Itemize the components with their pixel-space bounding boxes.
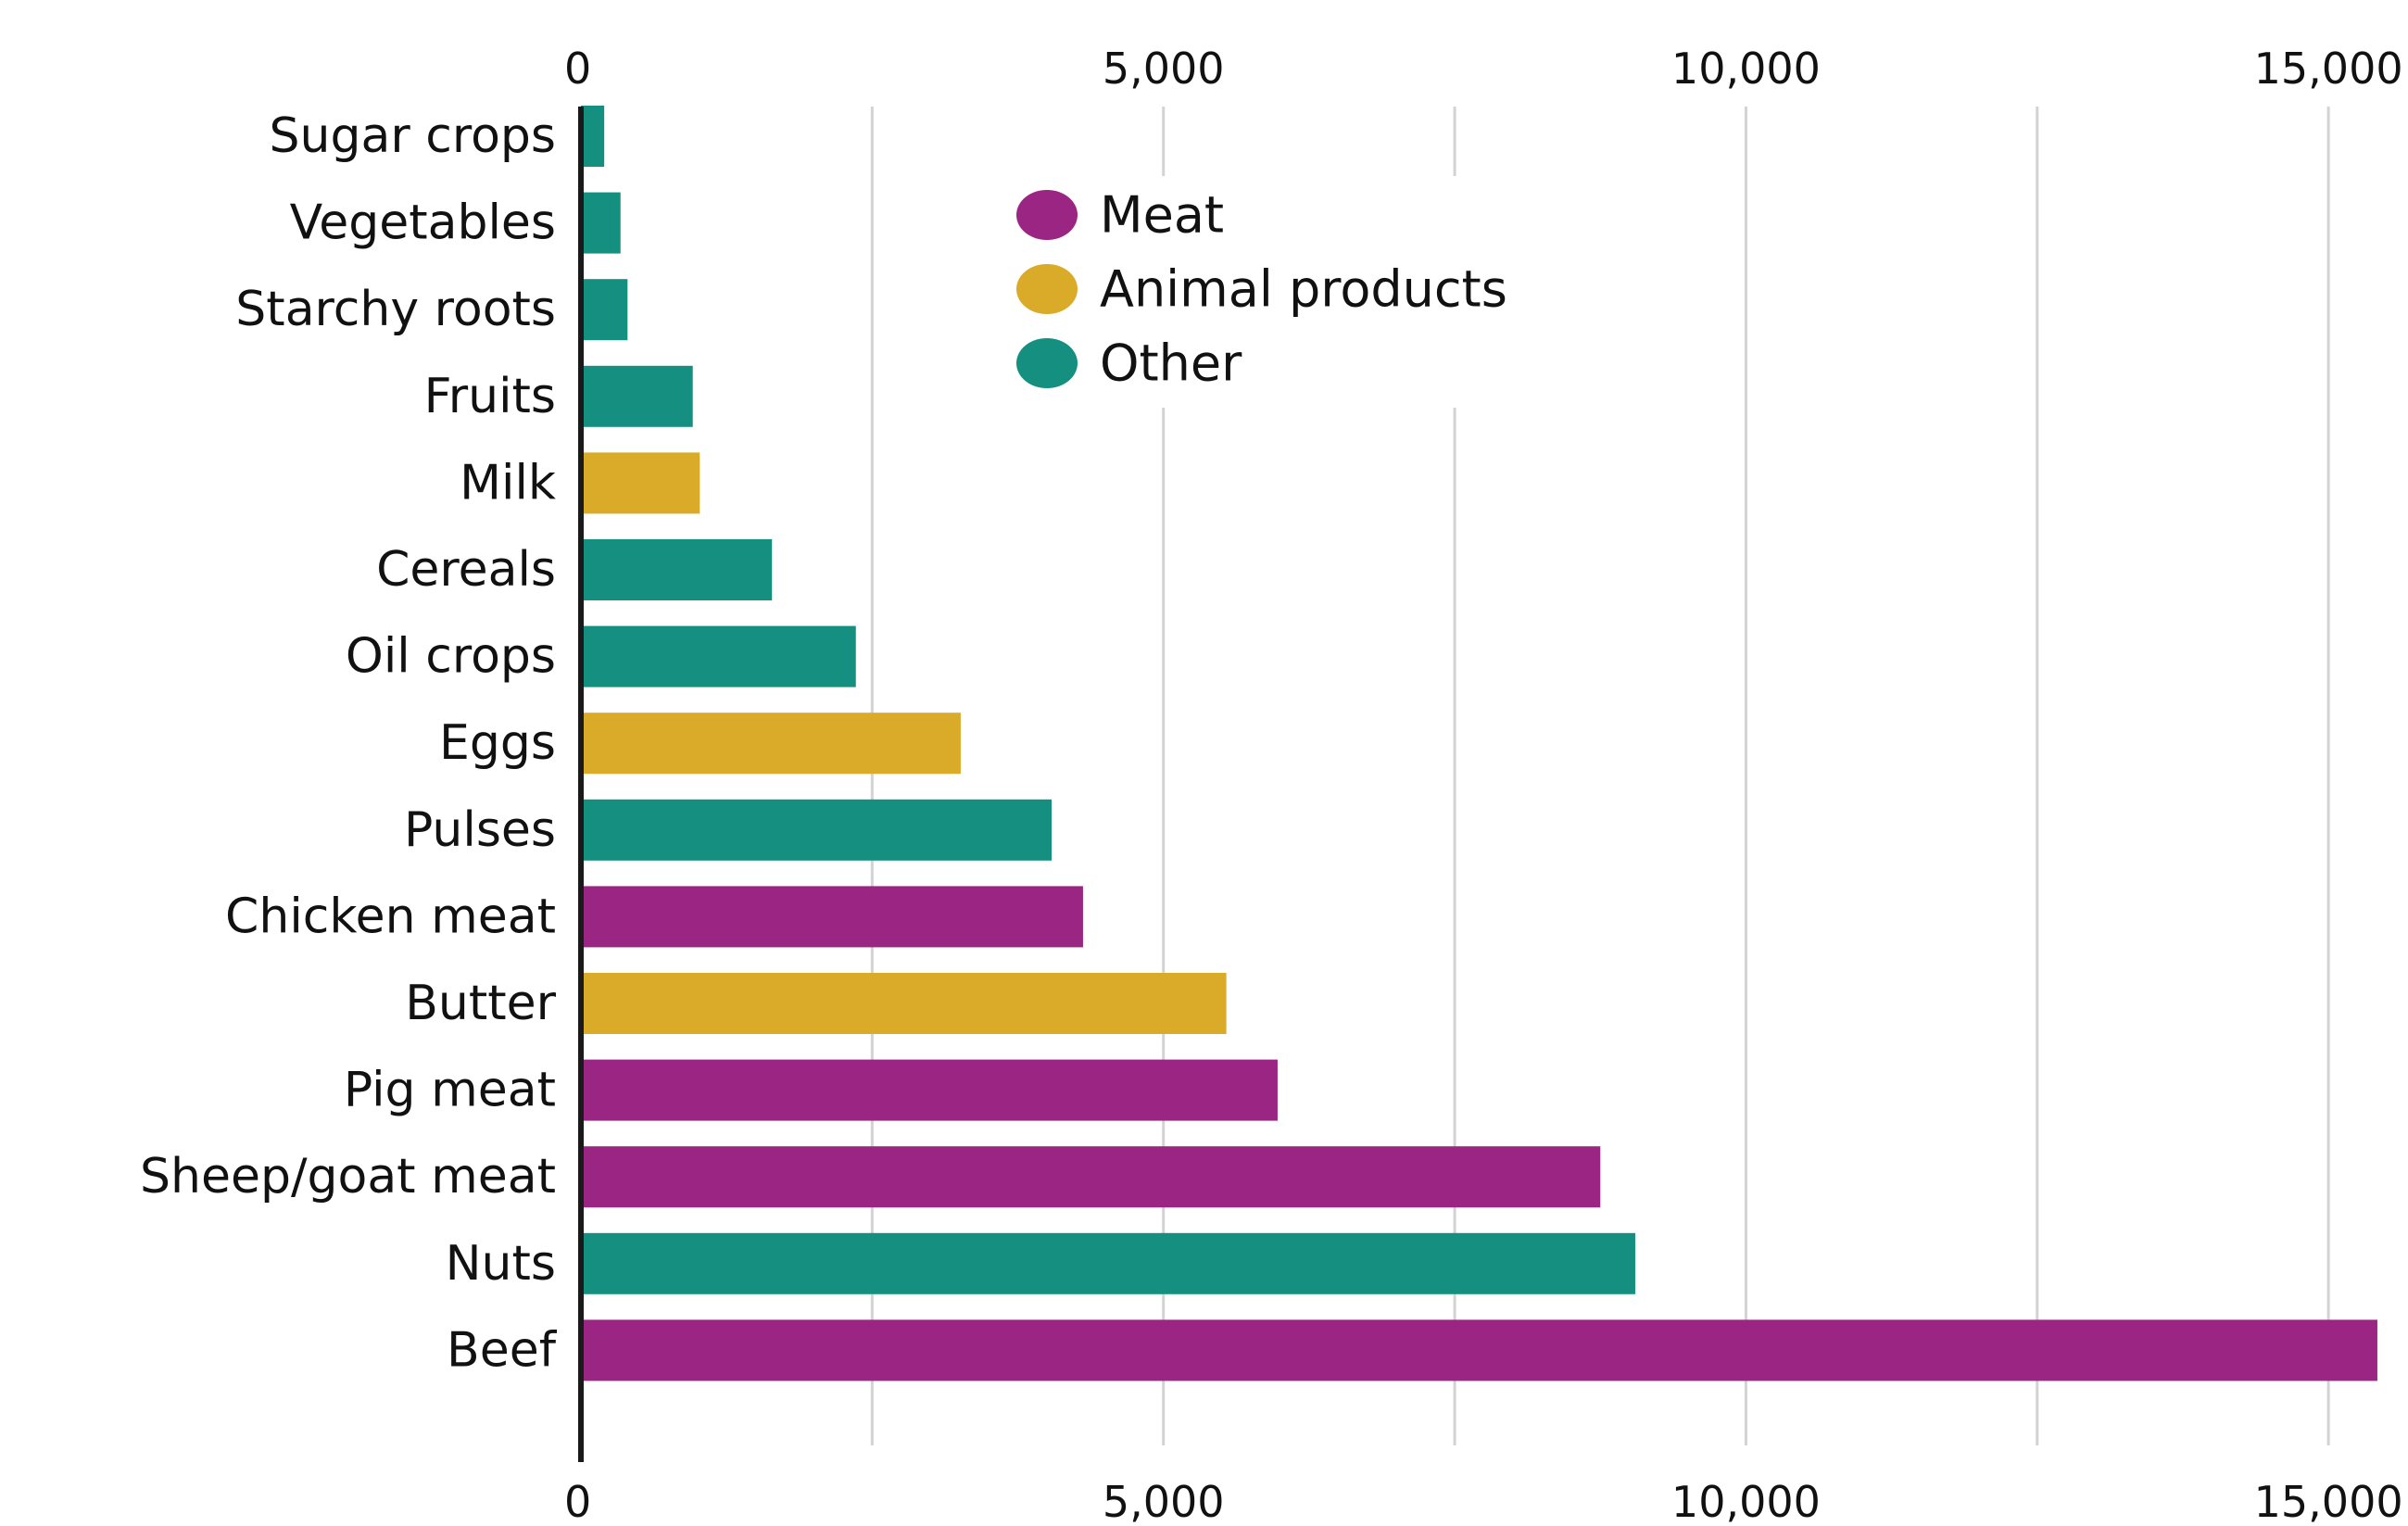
x-axis-bottom-tick-labels: 0 5,000 10,000 15,000 (564, 1477, 2403, 1526)
x-axis-top-tick-labels: 0 5,000 10,000 15,000 (564, 44, 2403, 94)
x-tick-label-bottom: 5,000 (1103, 1477, 1225, 1526)
legend-label-animal-products: Animal products (1100, 260, 1507, 319)
x-tick-label-bottom: 15,000 (2254, 1477, 2403, 1526)
bar-fruits (581, 365, 693, 427)
category-label-fruits: Fruits (424, 369, 556, 424)
category-label-butter: Butter (405, 976, 556, 1031)
legend: Meat Animal products Other (982, 176, 1575, 408)
category-label-vegetables: Vegetables (290, 195, 556, 251)
bar-butter (581, 973, 1227, 1034)
legend-label-other: Other (1100, 334, 1242, 393)
category-label-sugar-crops: Sugar crops (270, 108, 557, 164)
bar-pig-meat (581, 1059, 1278, 1121)
legend-marker-other (1016, 338, 1078, 388)
bar-starchy-roots (581, 279, 628, 341)
bar-milk (581, 452, 700, 514)
bar-vegetables (581, 192, 621, 254)
category-label-eggs: Eggs (439, 715, 556, 771)
bar-sugar-crops (581, 106, 605, 167)
category-label-beef: Beef (447, 1322, 558, 1378)
x-tick-label-top: 0 (564, 44, 591, 94)
category-labels: Sugar crops Vegetables Starchy roots Fruits… (140, 108, 558, 1378)
x-tick-label-top: 10,000 (1671, 44, 1821, 94)
bars (581, 106, 2377, 1381)
bar-sheep-goat-meat (581, 1146, 1601, 1208)
category-label-pulses: Pulses (404, 802, 556, 858)
category-label-milk: Milk (460, 455, 556, 511)
bar-chicken-meat (581, 886, 1083, 948)
category-label-sheep-goat-meat: Sheep/goat meat (140, 1149, 556, 1204)
category-label-oil-crops: Oil crops (346, 629, 556, 685)
x-tick-label-bottom: 0 (564, 1477, 591, 1526)
bar-eggs (581, 713, 961, 775)
bar-pulses (581, 799, 1052, 861)
category-label-pig-meat: Pig meat (344, 1063, 556, 1118)
x-tick-label-bottom: 10,000 (1671, 1477, 1821, 1526)
bar-nuts (581, 1232, 1635, 1294)
bar-oil-crops (581, 625, 856, 687)
x-tick-label-top: 5,000 (1103, 44, 1225, 94)
legend-label-meat: Meat (1100, 186, 1224, 245)
category-label-cereals: Cereals (376, 542, 556, 598)
x-tick-label-top: 15,000 (2254, 44, 2403, 94)
category-label-starchy-roots: Starchy roots (235, 282, 556, 337)
category-label-nuts: Nuts (446, 1236, 556, 1292)
bar-beef (581, 1319, 2377, 1381)
legend-marker-meat (1016, 190, 1078, 240)
legend-marker-animal-products (1016, 264, 1078, 314)
bar-cereals (581, 539, 773, 600)
legend-background (982, 176, 1575, 408)
category-label-chicken-meat: Chicken meat (225, 889, 556, 944)
